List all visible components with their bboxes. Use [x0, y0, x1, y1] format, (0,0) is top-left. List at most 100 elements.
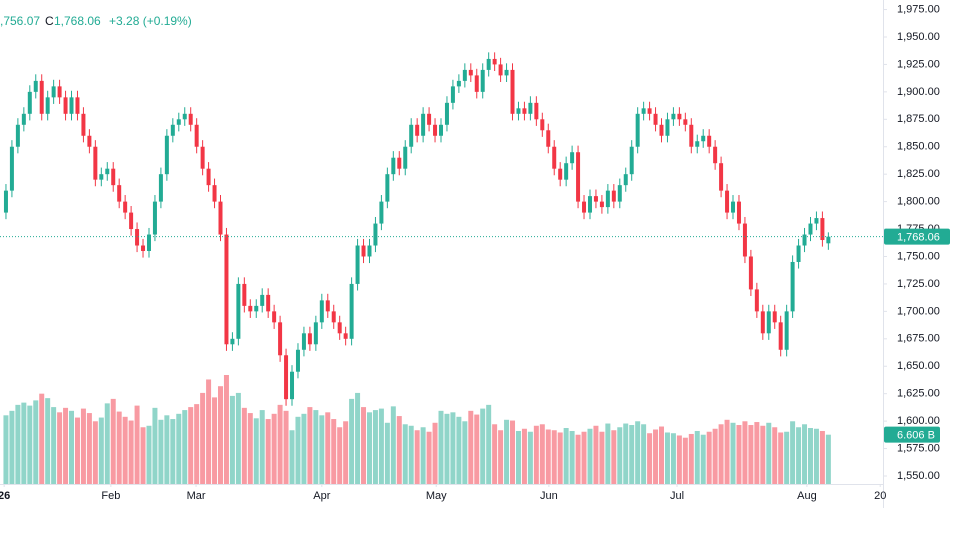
- candle-body: [498, 64, 503, 76]
- volume-bar: [319, 415, 325, 484]
- candle-body: [367, 245, 372, 257]
- volume-bar: [51, 407, 57, 484]
- volume-bar: [623, 423, 629, 484]
- y-tick-label: 1,725.00: [897, 278, 940, 290]
- volume-bar: [396, 416, 402, 484]
- legend-close-key: C: [45, 14, 54, 28]
- y-tick-label: 1,925.00: [897, 58, 940, 70]
- candle-body: [194, 124, 199, 147]
- volume-bar: [74, 417, 80, 484]
- candle-body: [343, 333, 348, 339]
- candle-body: [605, 190, 610, 208]
- candle-body: [188, 113, 193, 125]
- volume-bar: [807, 428, 813, 484]
- candle-body: [57, 86, 62, 98]
- candle-body: [141, 245, 146, 251]
- candle-body: [301, 333, 306, 350]
- y-tick-label: 1,850.00: [897, 141, 940, 153]
- candle-body: [689, 124, 694, 147]
- candle-body: [51, 86, 56, 98]
- volume-bar: [468, 410, 474, 484]
- candle-body: [248, 305, 253, 312]
- candle-body: [99, 174, 104, 180]
- candle-body: [307, 333, 312, 345]
- volume-bar: [265, 419, 271, 484]
- volume-bar: [212, 397, 218, 484]
- volume-bar: [223, 375, 229, 484]
- candle-body: [105, 168, 110, 175]
- candle-body: [808, 223, 813, 235]
- volume-bar: [712, 428, 718, 484]
- x-tick-label: 20: [874, 490, 886, 502]
- volume-bar: [796, 427, 802, 484]
- candle-body: [81, 113, 86, 136]
- candle-body: [117, 185, 122, 202]
- volume-bar: [241, 407, 247, 484]
- candle-body: [820, 218, 825, 241]
- volume-bar: [170, 419, 176, 484]
- volume-bar: [736, 425, 742, 484]
- candle-body: [474, 75, 479, 92]
- candle-body: [427, 113, 432, 125]
- volume-bar: [498, 430, 504, 484]
- x-tick-label: Apr: [313, 490, 330, 502]
- candle-body: [224, 234, 229, 345]
- volume-bar: [682, 437, 688, 484]
- candle-body: [135, 229, 140, 246]
- candle-body: [522, 108, 527, 114]
- candle-body: [760, 311, 765, 334]
- candle-body: [284, 355, 289, 400]
- y-tick-label: 1,650.00: [897, 360, 940, 372]
- candle-body: [480, 69, 485, 92]
- candle-body: [701, 135, 706, 142]
- candle-body: [355, 245, 360, 284]
- x-tick-label: Jun: [540, 490, 558, 502]
- volume-tag: [884, 426, 940, 443]
- volume-bar: [438, 410, 444, 484]
- volume-label: 6.606 B: [897, 430, 935, 442]
- candle-body: [433, 124, 438, 136]
- last-price-label: 1,768.06: [897, 232, 940, 244]
- volume-bar: [194, 404, 200, 484]
- volume-bar: [688, 433, 694, 484]
- candle-body: [206, 168, 211, 186]
- candle-body: [748, 256, 753, 290]
- volume-bar: [80, 408, 86, 484]
- y-tick-label: 1,825.00: [897, 168, 940, 180]
- y-tick-label: 1,875.00: [897, 113, 940, 125]
- volume-bar: [802, 424, 808, 484]
- volume-bar: [206, 379, 212, 484]
- volume-bar: [128, 420, 134, 484]
- candle-body: [421, 113, 426, 136]
- volume-bar: [229, 395, 235, 484]
- candle-body: [152, 201, 157, 235]
- volume-bar: [813, 428, 819, 484]
- candle-body: [176, 119, 181, 125]
- y-tick-label: 1,900.00: [897, 86, 940, 98]
- candle-body: [540, 119, 545, 131]
- candle-body: [290, 371, 295, 400]
- y-tick-label: 1,575.00: [897, 442, 940, 454]
- volume-bar: [551, 430, 557, 484]
- volume-bar: [599, 431, 605, 484]
- candle-body: [558, 168, 563, 180]
- volume-bar: [664, 432, 670, 484]
- candle-body: [486, 58, 491, 70]
- volume-bar: [504, 419, 510, 484]
- volume-bar: [63, 407, 69, 484]
- volume-bar: [718, 424, 724, 484]
- candle-body: [629, 146, 634, 175]
- candle-body: [492, 58, 497, 65]
- volume-bar: [92, 421, 98, 484]
- candle-body: [444, 102, 449, 125]
- y-tick-label: 1,975.00: [897, 3, 940, 15]
- candle-body: [653, 113, 658, 125]
- volume-bar: [641, 424, 647, 484]
- volume-bar: [295, 416, 301, 484]
- candle-body: [45, 97, 50, 114]
- candle-body: [623, 174, 628, 186]
- volume-bar: [659, 426, 664, 484]
- volume-bar: [790, 421, 796, 484]
- volume-bar: [510, 420, 516, 484]
